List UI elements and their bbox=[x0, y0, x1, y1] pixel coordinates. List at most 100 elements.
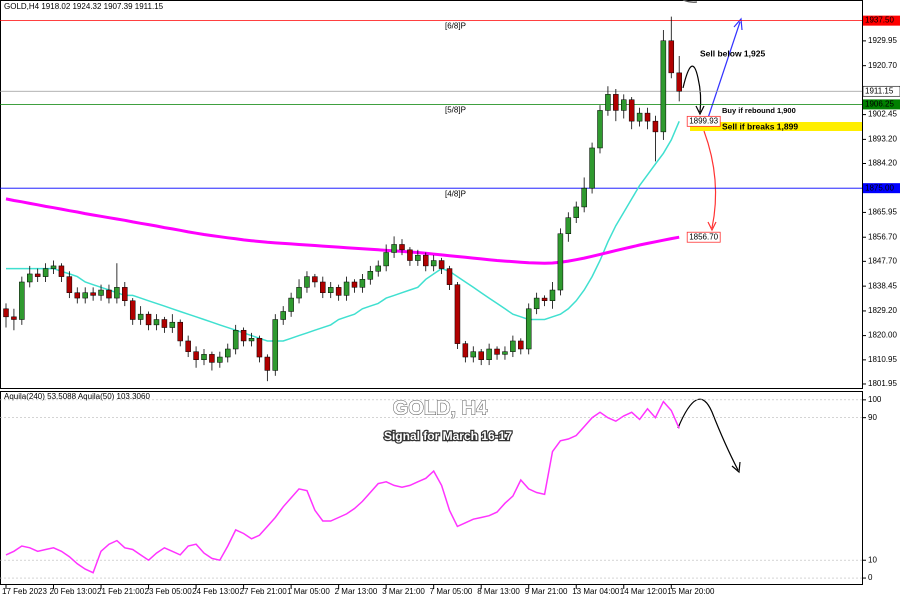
x-tick-label: 13 Mar 04:00 bbox=[572, 587, 620, 596]
level-label: [5/8]P bbox=[445, 106, 466, 115]
candle-body bbox=[122, 287, 128, 302]
candle-body bbox=[549, 289, 556, 302]
sell-arrow bbox=[682, 65, 702, 113]
candle-body bbox=[541, 297, 548, 302]
candle-body bbox=[66, 276, 73, 293]
candle-body bbox=[597, 110, 603, 149]
arrow-head bbox=[695, 105, 705, 116]
candle-body bbox=[502, 351, 508, 355]
candle-body bbox=[50, 265, 57, 269]
y-tick-label: 1829.20 bbox=[868, 306, 897, 315]
candle-body bbox=[272, 319, 279, 371]
candle-body bbox=[98, 289, 104, 296]
candle-body bbox=[129, 300, 136, 320]
candle-body bbox=[193, 351, 199, 360]
candle-body bbox=[153, 319, 160, 326]
y-tick-label: 0 bbox=[868, 573, 873, 582]
candle-body bbox=[185, 340, 191, 352]
y-tick-label: 1810.95 bbox=[868, 355, 897, 364]
candle-body bbox=[209, 354, 215, 363]
candle-body bbox=[34, 273, 41, 277]
buy-arrow bbox=[705, 21, 741, 125]
candle-body bbox=[533, 297, 540, 310]
level-value: 1875.00 bbox=[865, 183, 894, 192]
candle-body bbox=[320, 281, 326, 293]
candle-body bbox=[383, 252, 389, 267]
y-tick-label: 1820.00 bbox=[868, 331, 897, 340]
arrow-head bbox=[731, 461, 741, 474]
candle-body bbox=[478, 351, 484, 360]
candle-body bbox=[494, 348, 500, 355]
candle-body bbox=[351, 281, 358, 288]
candle-body bbox=[613, 94, 619, 111]
candle-body bbox=[644, 112, 651, 122]
candle-body bbox=[106, 289, 112, 299]
line bbox=[5, 197, 680, 265]
candle-body bbox=[256, 338, 263, 358]
candle-body bbox=[415, 254, 421, 261]
candle-body bbox=[446, 268, 453, 285]
candle-body bbox=[518, 340, 524, 350]
header: GOLD,H4 1918.02 1924.32 1907.39 1911.15 bbox=[4, 2, 164, 11]
candle-body bbox=[454, 284, 461, 344]
candle-body bbox=[58, 265, 65, 277]
level-label: [6/8]P bbox=[445, 22, 466, 31]
x-tick-label: 8 Mar 13:00 bbox=[477, 587, 520, 596]
last-price-label: 1911.15 bbox=[865, 86, 894, 95]
x-tick-label: 7 Mar 05:00 bbox=[430, 587, 473, 596]
candle-body bbox=[114, 287, 120, 299]
x-tick-label: 2 Mar 13:00 bbox=[335, 587, 378, 596]
candle-body bbox=[240, 329, 247, 342]
candle-body bbox=[11, 316, 17, 320]
candle-body bbox=[438, 260, 445, 269]
arrows bbox=[677, 0, 743, 474]
y-tick-label: 1929.95 bbox=[868, 36, 897, 45]
candle-body bbox=[145, 313, 152, 326]
x-tick-label: 3 Mar 21:00 bbox=[382, 587, 425, 596]
candle-body bbox=[19, 281, 25, 320]
partial-arrow bbox=[682, 0, 698, 3]
y-tick-label: 1893.20 bbox=[868, 134, 897, 143]
candle-body bbox=[42, 268, 49, 277]
x-tick-label: 1 Mar 05:00 bbox=[287, 587, 330, 596]
x-tick-label: 21 Feb 21:00 bbox=[97, 587, 145, 596]
y-tick-label: 1884.20 bbox=[868, 159, 897, 168]
candle-body bbox=[573, 206, 579, 218]
candle-body bbox=[327, 287, 334, 293]
candle-body bbox=[137, 313, 144, 320]
oscillator-panel-frame bbox=[0, 391, 863, 585]
y-tick-label: 90 bbox=[868, 413, 877, 422]
candle-body bbox=[264, 356, 271, 371]
candle-body bbox=[335, 287, 342, 296]
candle-body bbox=[581, 187, 587, 208]
x-tick-label: 20 Feb 13:00 bbox=[50, 587, 98, 596]
candle-body bbox=[621, 99, 627, 111]
candle-body bbox=[225, 348, 231, 358]
ma-end-label: 1856.70 bbox=[689, 232, 718, 241]
annotation: Buy if rebound 1,900 bbox=[722, 106, 796, 115]
ma-end-box bbox=[686, 115, 721, 127]
candle-body bbox=[201, 354, 207, 360]
candle-body bbox=[367, 271, 374, 280]
y-tick-label: 1838.45 bbox=[868, 281, 897, 290]
candle-body bbox=[486, 348, 492, 360]
y-tick-label: 1847.70 bbox=[868, 256, 897, 265]
candle-body bbox=[343, 281, 350, 296]
candle-body bbox=[423, 254, 429, 267]
sell-zone-highlight bbox=[690, 122, 862, 131]
candle-body bbox=[296, 287, 302, 299]
candle-body bbox=[288, 297, 294, 312]
candle-body bbox=[375, 265, 381, 272]
candle-body bbox=[636, 112, 643, 122]
candle-body bbox=[359, 279, 366, 288]
candle-body bbox=[90, 292, 96, 296]
break-arrow bbox=[703, 130, 717, 229]
arrow-head bbox=[707, 221, 717, 232]
candle-body bbox=[217, 356, 223, 363]
arrow-head bbox=[733, 17, 743, 31]
ma-end-label: 1899.93 bbox=[689, 116, 718, 125]
candle-body bbox=[177, 321, 183, 342]
candle-body bbox=[565, 217, 572, 234]
last-price-box bbox=[862, 85, 900, 97]
